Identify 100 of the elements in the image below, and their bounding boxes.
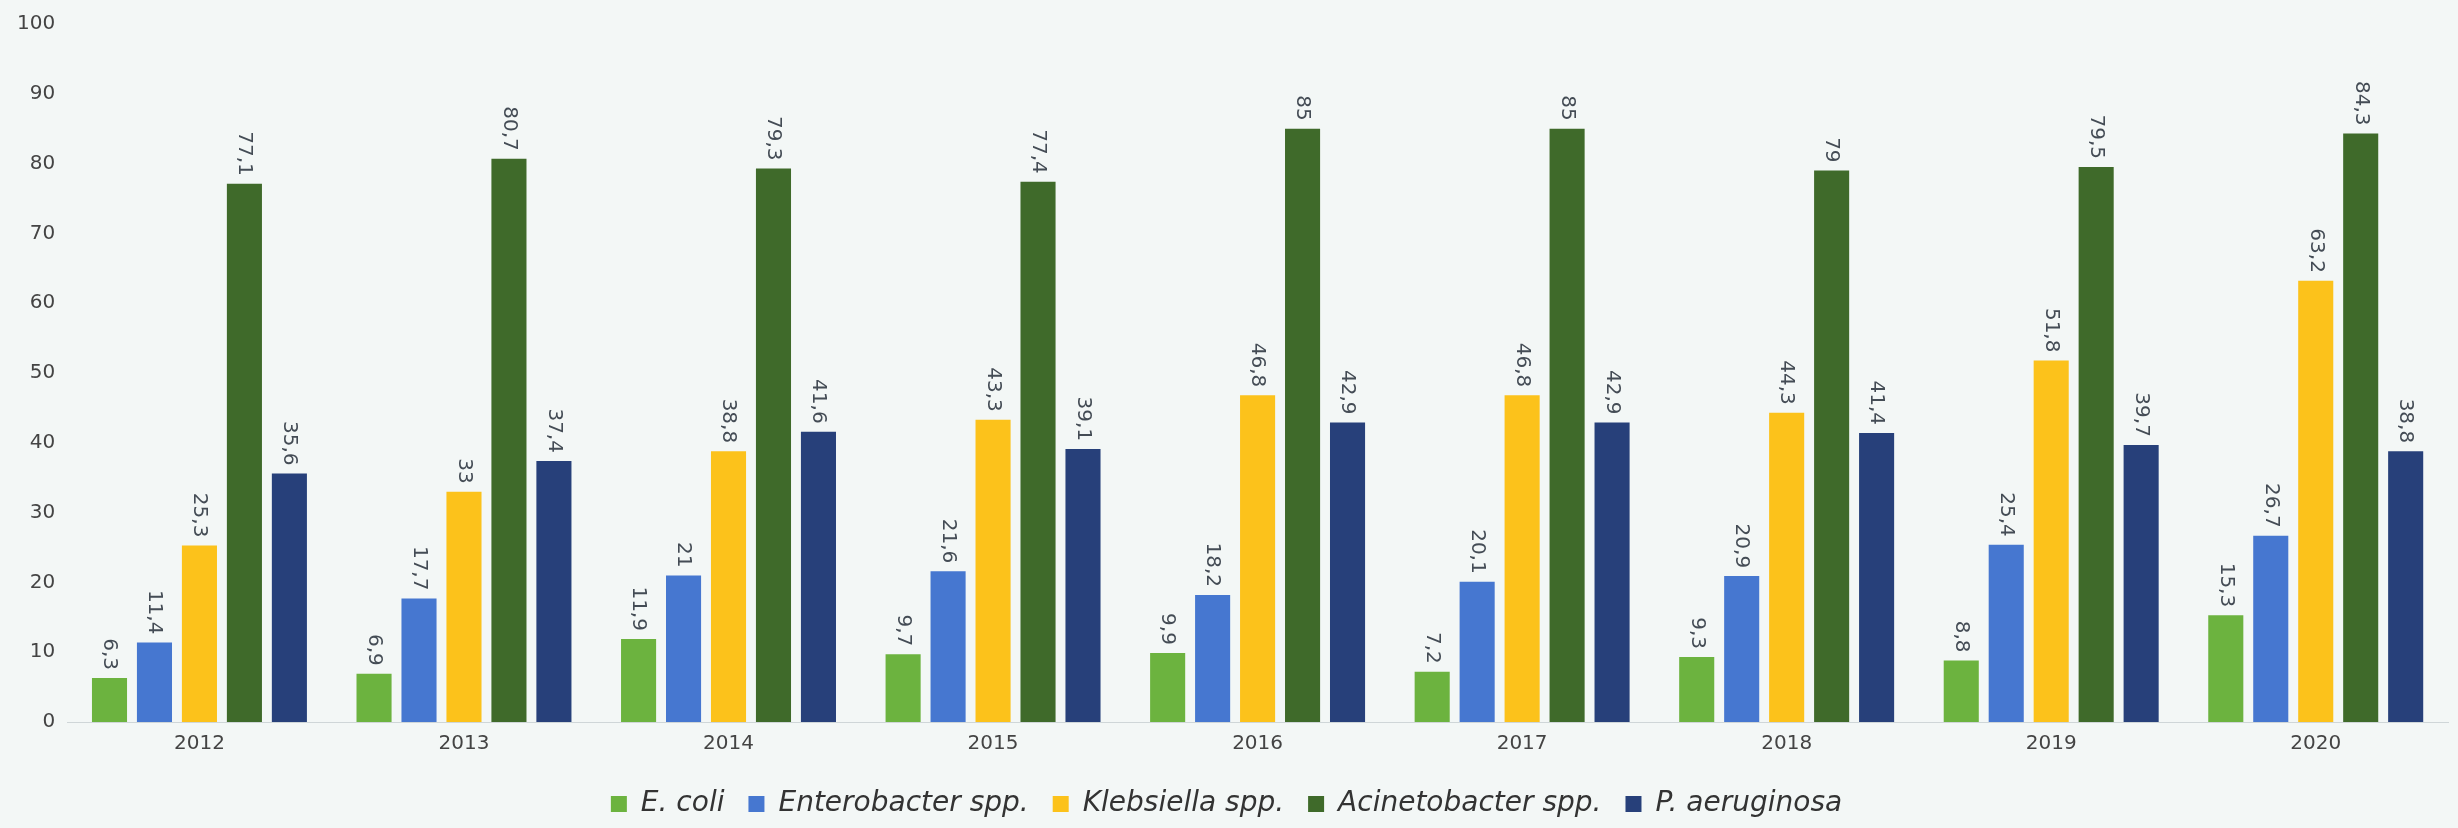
data-label: 11,4 (144, 589, 169, 635)
data-label: 38,8 (2395, 398, 2420, 444)
bar (491, 158, 527, 722)
bar (2208, 615, 2244, 722)
bar (621, 638, 657, 722)
y-tick-label: 20 (29, 568, 56, 593)
bar (1285, 128, 1321, 722)
bar (2298, 280, 2334, 722)
legend-label: P. aeruginosa (1655, 785, 1843, 819)
data-label: 6,3 (99, 638, 124, 671)
y-tick-label: 50 (29, 359, 56, 384)
y-tick-label: 70 (29, 219, 56, 244)
bar (1150, 652, 1186, 722)
bar (446, 491, 482, 722)
bar (1724, 576, 1760, 722)
bar (1504, 395, 1540, 722)
data-label: 51,8 (2040, 307, 2065, 353)
data-label: 85 (1556, 95, 1581, 121)
bar (271, 473, 307, 722)
data-label: 37,4 (543, 408, 568, 453)
data-label: 42,9 (1337, 370, 1362, 415)
data-label: 79 (1821, 137, 1846, 163)
data-label: 41,6 (808, 379, 833, 424)
data-label: 18,2 (1202, 542, 1227, 587)
data-label: 20,9 (1731, 523, 1756, 569)
bar (666, 575, 702, 722)
bar (1065, 449, 1101, 722)
bar (356, 673, 392, 722)
data-label: 7,2 (1421, 631, 1446, 664)
data-label: 20,1 (1466, 529, 1491, 574)
bar (1329, 422, 1366, 722)
data-label: 39,1 (1072, 396, 1097, 442)
bar (2343, 133, 2379, 722)
legend-label: E. coli (640, 785, 725, 819)
bar (1020, 181, 1056, 722)
bar (930, 571, 966, 722)
x-tick-label: 2012 (173, 730, 225, 755)
data-label: 25,4 (1996, 492, 2021, 537)
bar (1594, 422, 1630, 722)
bar (885, 654, 921, 722)
x-tick-label: 2013 (438, 730, 490, 755)
bar (1988, 544, 2024, 722)
y-tick-label: 60 (29, 289, 56, 314)
bar (1459, 581, 1495, 722)
bar (755, 168, 792, 722)
data-label: 79,5 (2085, 114, 2110, 160)
y-tick-label: 90 (29, 80, 56, 104)
data-label: 46,8 (1511, 342, 1536, 388)
data-label: 43,3 (982, 367, 1007, 412)
bar (1814, 170, 1850, 722)
bar (1679, 657, 1715, 722)
data-label: 26,7 (2260, 483, 2285, 528)
bar (2033, 360, 2069, 722)
data-label: 42,9 (1601, 370, 1626, 415)
x-tick-label: 2018 (1761, 730, 1813, 755)
bar (136, 642, 173, 722)
bar (800, 431, 836, 722)
data-label: 80,7 (498, 106, 523, 151)
data-label: 79,3 (763, 115, 788, 161)
data-label: 35,6 (279, 420, 304, 466)
x-tick-label: 2020 (2290, 730, 2342, 755)
data-label: 17,7 (408, 545, 433, 591)
data-label: 38,8 (718, 398, 743, 444)
data-label: 46,8 (1247, 342, 1272, 388)
bar (2078, 167, 2114, 722)
bar (401, 598, 437, 722)
bar (1859, 433, 1895, 722)
bar (1240, 395, 1276, 722)
data-label: 44,3 (1776, 360, 1801, 405)
legend-label: Enterobacter spp. (778, 785, 1029, 819)
y-tick-label: 10 (29, 638, 56, 663)
bar (1414, 671, 1450, 722)
data-label: 9,9 (1157, 613, 1182, 645)
data-label: 21 (673, 541, 698, 568)
bar (2123, 444, 2159, 722)
bar (1195, 594, 1231, 722)
x-tick-label: 2016 (1232, 730, 1284, 755)
data-label: 9,3 (1686, 617, 1711, 650)
data-label: 85 (1292, 95, 1317, 121)
data-label: 6,9 (363, 634, 388, 666)
data-label: 15,3 (2215, 562, 2240, 608)
data-label: 11,9 (628, 586, 653, 631)
x-tick-label: 2015 (967, 730, 1019, 755)
legend-label: Klebsiella spp. (1082, 785, 1285, 819)
data-label: 41,4 (1866, 380, 1891, 426)
y-tick-label: 30 (29, 498, 56, 523)
data-label: 84,3 (2350, 81, 2375, 126)
bar (2388, 451, 2424, 722)
bar (226, 183, 262, 722)
x-tick-label: 2017 (1496, 730, 1548, 755)
data-label: 25,3 (189, 492, 214, 538)
bar (1549, 128, 1585, 722)
bar (91, 678, 128, 722)
bar (975, 419, 1011, 722)
data-label: 9,7 (892, 614, 917, 647)
bar (2253, 535, 2289, 722)
data-label: 63,2 (2305, 228, 2330, 273)
data-label: 8,8 (1951, 620, 1976, 653)
bar (181, 545, 217, 722)
y-tick-label: 0 (42, 708, 56, 733)
